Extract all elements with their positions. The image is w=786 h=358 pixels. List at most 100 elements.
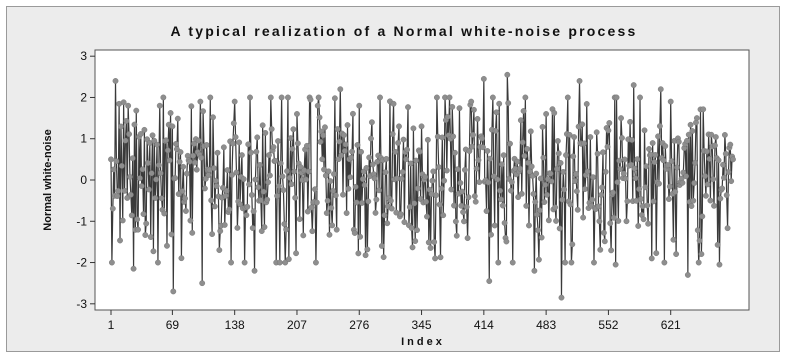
data-point: [526, 222, 532, 229]
data-point: [381, 212, 388, 219]
data-point: [364, 246, 371, 253]
data-point: [425, 239, 432, 246]
data-point: [118, 162, 125, 169]
data-point: [594, 150, 601, 157]
y-axis: -3 -2 -1 0 1 2 3: [76, 49, 95, 311]
data-point: [536, 256, 542, 263]
data-point: [236, 139, 243, 146]
data-point: [700, 106, 707, 113]
data-point: [333, 226, 340, 233]
data-point: [285, 94, 291, 101]
y-tick-label: 3: [80, 49, 87, 63]
data-point: [153, 176, 160, 183]
data-point: [645, 220, 652, 227]
data-point: [624, 198, 631, 205]
data-point: [246, 181, 253, 188]
data-point: [211, 203, 218, 210]
data-point: [280, 187, 287, 194]
data-point: [493, 109, 500, 116]
data-point: [530, 191, 537, 197]
data-point: [270, 144, 277, 150]
data-point: [476, 179, 483, 186]
data-point: [634, 156, 641, 163]
data-point: [127, 191, 134, 198]
data-point: [539, 124, 546, 130]
data-point: [173, 140, 179, 147]
data-point: [412, 238, 419, 244]
data-point: [570, 153, 577, 160]
data-point: [351, 230, 358, 236]
data-point: [489, 94, 496, 101]
data-point: [631, 165, 638, 172]
data-point: [353, 199, 360, 206]
data-point: [266, 152, 272, 159]
data-point: [587, 134, 594, 140]
data-point: [505, 100, 512, 106]
data-point: [209, 231, 216, 238]
data-point: [405, 104, 411, 111]
data-point: [584, 168, 591, 175]
data-point: [396, 123, 402, 130]
data-point: [365, 198, 372, 205]
data-point: [410, 125, 417, 132]
data-point: [192, 159, 198, 166]
data-point: [216, 247, 223, 254]
data-point: [109, 205, 116, 212]
data-point: [182, 195, 188, 202]
data-point: [403, 156, 410, 163]
data-point: [466, 148, 473, 154]
data-point: [479, 135, 485, 142]
data-point: [560, 169, 567, 175]
data-point: [164, 242, 170, 249]
data-point: [136, 175, 143, 182]
data-point: [378, 243, 385, 249]
data-point: [121, 187, 128, 194]
data-point: [469, 143, 475, 150]
data-point: [190, 152, 197, 159]
data-point: [113, 158, 120, 165]
data-point: [517, 117, 524, 124]
data-point: [241, 259, 248, 266]
data-point: [149, 132, 156, 139]
data-point: [449, 104, 456, 110]
data-point: [388, 205, 395, 212]
data-point: [374, 158, 381, 165]
data-point: [528, 163, 535, 170]
data-point: [500, 152, 507, 159]
data-point: [471, 193, 478, 200]
data-point: [189, 229, 196, 236]
data-point: [361, 182, 368, 189]
data-point: [312, 186, 318, 193]
data-point: [254, 134, 261, 141]
data-point: [221, 222, 228, 228]
data-point: [450, 133, 457, 140]
data-point: [559, 196, 566, 203]
data-point: [459, 188, 466, 195]
data-point: [724, 225, 731, 232]
data-point: [501, 220, 508, 226]
data-point: [602, 168, 609, 175]
data-point: [169, 123, 176, 130]
data-point: [399, 169, 406, 175]
data-point: [607, 220, 614, 227]
data-point: [548, 178, 555, 185]
data-point: [557, 160, 564, 166]
data-point: [248, 149, 254, 156]
data-point: [691, 180, 698, 186]
data-point: [636, 186, 643, 193]
data-point: [542, 181, 549, 188]
data-point: [228, 259, 234, 266]
data-point: [460, 209, 466, 215]
data-point: [688, 203, 695, 209]
data-point: [591, 259, 597, 266]
data-point: [401, 219, 408, 226]
data-point: [452, 218, 459, 225]
data-point: [260, 188, 267, 195]
data-point: [154, 141, 160, 148]
data-point: [496, 100, 503, 107]
data-point: [330, 187, 336, 194]
y-tick-label: 1: [80, 132, 87, 146]
data-point: [229, 172, 235, 178]
data-point: [133, 107, 140, 114]
data-point: [710, 176, 717, 183]
